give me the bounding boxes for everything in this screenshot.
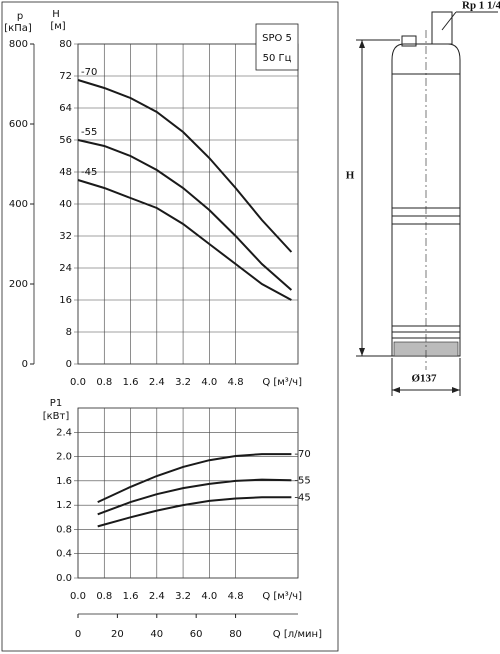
x-tick-label: 1.6 bbox=[123, 377, 139, 388]
y2-tick-label: 400 bbox=[9, 199, 28, 210]
x-tick-label: 0.0 bbox=[70, 591, 86, 602]
series-label: -55 bbox=[81, 127, 97, 138]
y-axis-label: P1 bbox=[50, 398, 62, 409]
y-tick-label: 8 bbox=[66, 327, 72, 338]
annotation-box bbox=[255, 23, 299, 71]
x2-axis-label: Q [л/мин] bbox=[273, 629, 322, 640]
x-tick-label: 2.4 bbox=[149, 377, 165, 388]
y-axis-unit: [кВт] bbox=[43, 411, 70, 422]
y2-tick-label: 0 bbox=[22, 359, 28, 370]
x-tick-label: 0.8 bbox=[96, 591, 112, 602]
y2-tick-label: 200 bbox=[9, 279, 28, 290]
series-label: -70 bbox=[294, 449, 310, 460]
series-label: -70 bbox=[81, 67, 97, 78]
x2-tick-label: 0 bbox=[75, 629, 81, 640]
x-tick-label: 4.8 bbox=[228, 377, 244, 388]
series-line bbox=[97, 496, 292, 528]
plot-frame bbox=[77, 407, 299, 579]
connection-label: Rp 1 1/4'' bbox=[462, 0, 500, 12]
x2-tick-label: 80 bbox=[229, 629, 242, 640]
y-tick-label: 56 bbox=[59, 135, 72, 146]
y-tick-label: 48 bbox=[59, 167, 72, 178]
y-axis-unit: [м] bbox=[50, 21, 65, 32]
series-line bbox=[97, 478, 292, 516]
x-tick-label: 4.0 bbox=[201, 377, 217, 388]
panel-frame bbox=[1, 1, 339, 652]
x2-tick-label: 60 bbox=[190, 629, 203, 640]
x-axis-label: Q [м³/ч] bbox=[262, 591, 302, 602]
series-label: -55 bbox=[294, 475, 310, 486]
y-tick-label: 0.0 bbox=[56, 573, 72, 584]
height-label: H bbox=[346, 170, 355, 182]
y-tick-label: 72 bbox=[59, 71, 72, 82]
series-line bbox=[97, 453, 292, 504]
y-tick-label: 2.0 bbox=[56, 452, 72, 463]
y-tick-label: 0.4 bbox=[56, 549, 72, 560]
x-tick-label: 3.2 bbox=[175, 377, 191, 388]
series-line bbox=[77, 179, 292, 301]
y2-tick-label: 800 bbox=[9, 39, 28, 50]
series-label: -45 bbox=[81, 167, 97, 178]
y-tick-label: 64 bbox=[59, 103, 72, 114]
y-axis-label: H bbox=[52, 9, 60, 20]
x2-tick-label: 40 bbox=[150, 629, 163, 640]
y-tick-label: 80 bbox=[59, 39, 72, 50]
x-tick-label: 2.4 bbox=[149, 591, 165, 602]
x-tick-label: 0.8 bbox=[96, 377, 112, 388]
x-tick-label: 0.0 bbox=[70, 377, 86, 388]
diameter-label: Ø137 bbox=[411, 373, 437, 385]
y-tick-label: 32 bbox=[59, 231, 72, 242]
series-line bbox=[77, 139, 293, 291]
x-tick-label: 4.0 bbox=[201, 591, 217, 602]
y-tick-label: 16 bbox=[59, 295, 72, 306]
y-tick-label: 24 bbox=[59, 263, 72, 274]
y-tick-label: 0.8 bbox=[56, 524, 72, 535]
y-tick-label: 40 bbox=[59, 199, 72, 210]
y2-tick-label: 600 bbox=[9, 119, 28, 130]
annotation: SPO 5 bbox=[262, 33, 292, 44]
series-label: -45 bbox=[294, 492, 310, 503]
y2-axis-unit: [кПа] bbox=[4, 23, 32, 34]
y-tick-label: 1.2 bbox=[56, 500, 72, 511]
x-axis-label: Q [м³/ч] bbox=[262, 377, 302, 388]
annotation: 50 Гц bbox=[263, 53, 292, 64]
series-line bbox=[77, 79, 293, 253]
x2-tick-label: 20 bbox=[111, 629, 124, 640]
pump-drawing bbox=[356, 11, 498, 396]
x-tick-label: 3.2 bbox=[175, 591, 191, 602]
x-tick-label: 1.6 bbox=[123, 591, 139, 602]
y-tick-label: 0 bbox=[66, 359, 72, 370]
y-tick-label: 1.6 bbox=[56, 476, 72, 487]
y2-axis-label: p bbox=[17, 11, 23, 22]
x-tick-label: 4.8 bbox=[228, 591, 244, 602]
y-tick-label: 2.4 bbox=[56, 427, 72, 438]
